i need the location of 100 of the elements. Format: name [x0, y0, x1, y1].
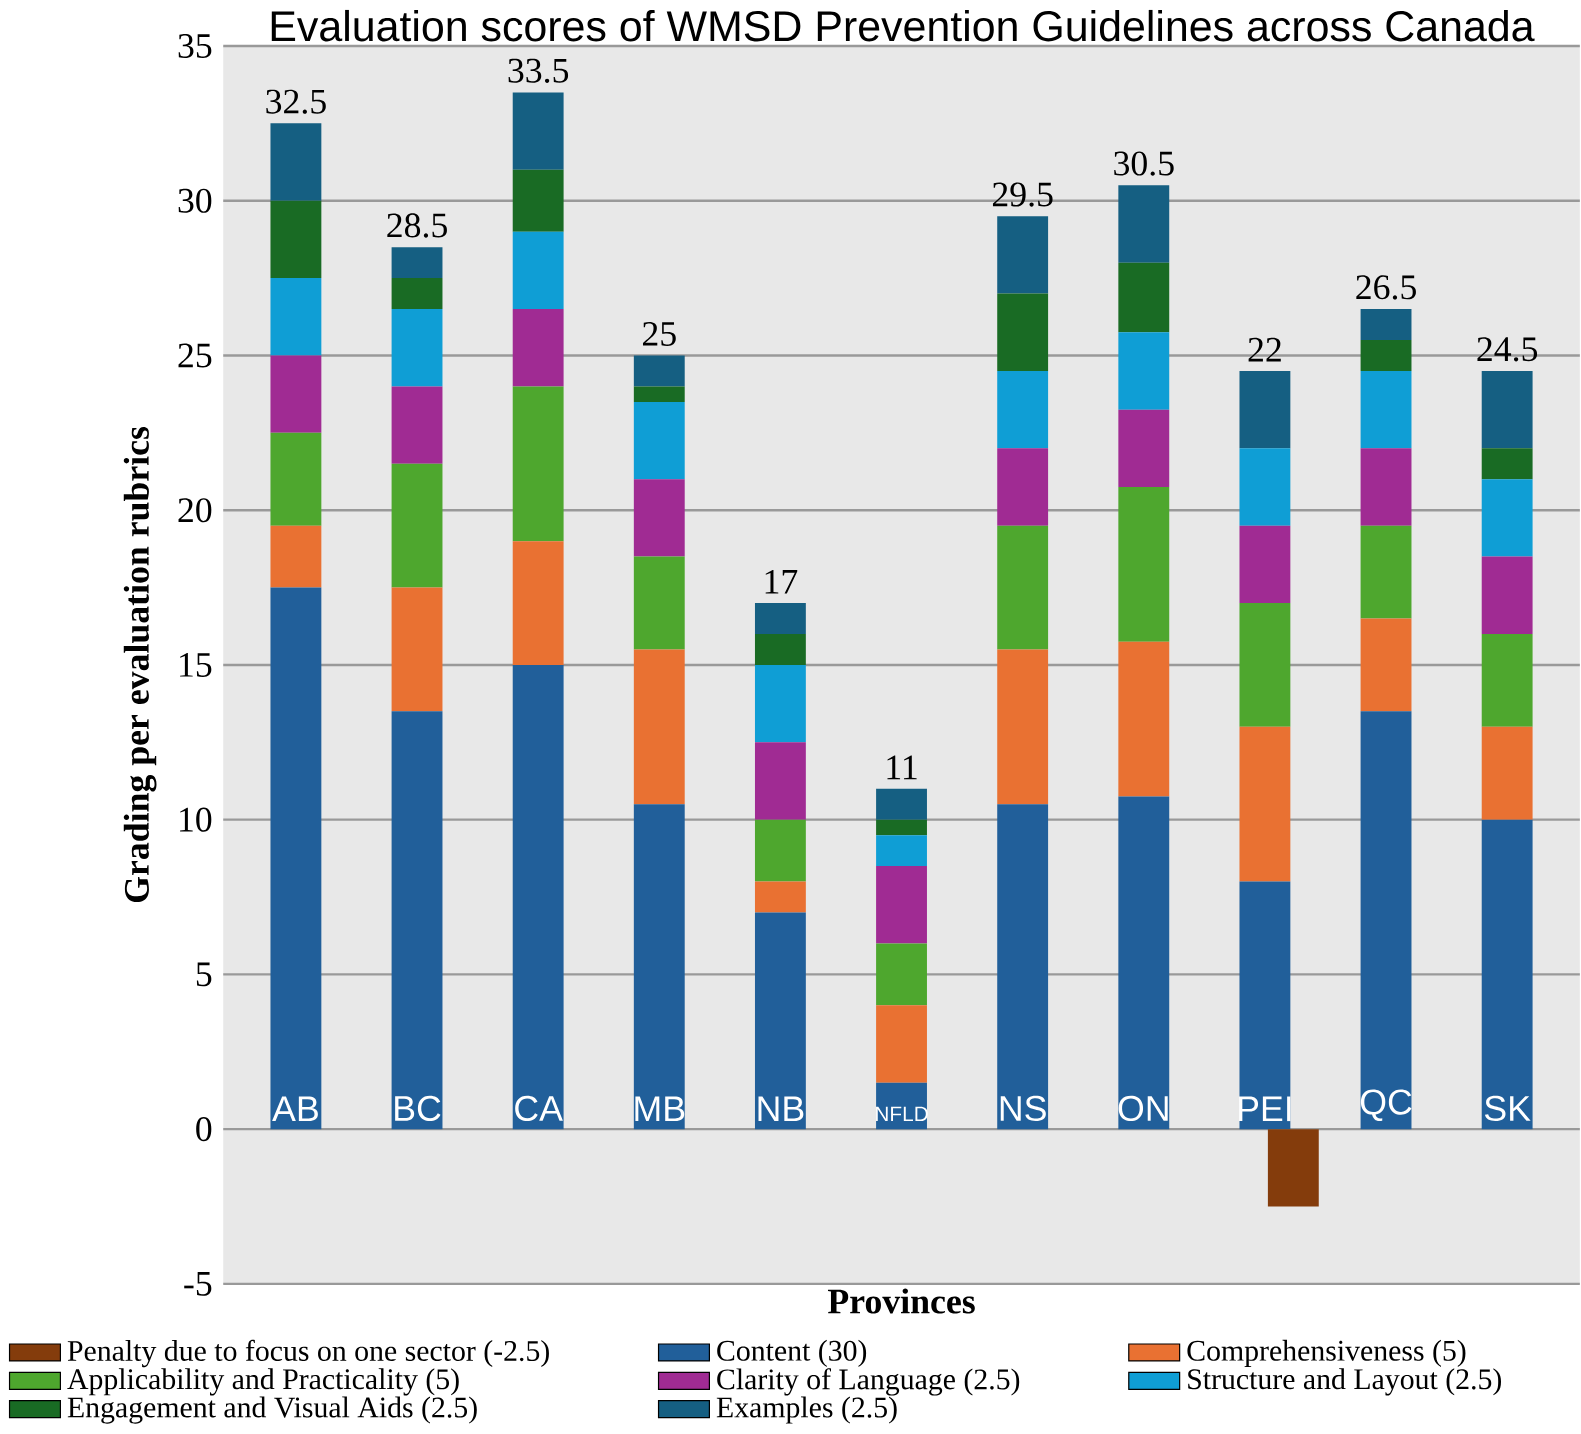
y-tick-label: -5 [184, 1272, 212, 1296]
bar [1118, 332, 1170, 410]
bar [633, 355, 685, 387]
y-axis-title: Grading per evaluation rubrics [123, 427, 157, 903]
x-tick-label: MB [635, 1096, 685, 1122]
bar [1481, 371, 1533, 449]
bar [1360, 340, 1412, 372]
legend-label: Comprehensiveness (5) [1187, 1340, 1466, 1368]
bar [270, 355, 322, 434]
bar [1360, 371, 1412, 449]
bar [512, 665, 564, 1130]
bar [1118, 409, 1170, 488]
bar [997, 371, 1049, 449]
bar [633, 479, 685, 557]
bar [754, 634, 806, 666]
x-tick-label: BC [395, 1095, 441, 1122]
bar [391, 463, 443, 588]
bar [1481, 819, 1533, 1130]
bar [633, 804, 685, 1130]
bar [633, 386, 685, 403]
bar [876, 943, 927, 1006]
bar [997, 525, 1049, 650]
bar [997, 448, 1049, 526]
x-tick-label: ON [1118, 1095, 1168, 1122]
bar [270, 278, 322, 356]
y-tick-label: 35 [178, 34, 212, 59]
bar [1360, 525, 1412, 619]
bar [876, 788, 927, 820]
bar [270, 587, 322, 1130]
bar [1118, 641, 1170, 797]
bar [633, 649, 685, 805]
y-tick-label: 15 [180, 653, 212, 678]
bar [876, 835, 927, 867]
bar [1481, 556, 1533, 635]
bar [1360, 448, 1412, 526]
y-tick-label: 25 [178, 343, 212, 368]
bar [270, 200, 322, 279]
x-tick-label: NB [758, 1096, 804, 1122]
legend-label: Clarity of Language (2.5) [717, 1368, 1020, 1396]
bar [1360, 618, 1412, 712]
bar [391, 247, 443, 279]
total-label: 29.5 [992, 182, 1053, 207]
bar [633, 402, 685, 480]
bar [512, 169, 564, 232]
bar [1239, 603, 1291, 728]
x-tick-label: NS [1000, 1095, 1046, 1122]
bar [1239, 881, 1291, 1130]
bar [754, 603, 806, 635]
y-tick-label: 30 [178, 188, 212, 213]
bar [1118, 796, 1170, 1130]
y-tick-label: 5 [196, 962, 212, 987]
chart-title: Evaluation scores of WMSD Prevention Guidelines across Canada [271, 10, 1535, 42]
total-label: 11 [887, 755, 917, 780]
bar [754, 819, 806, 882]
bar [1239, 727, 1291, 882]
bar [512, 309, 564, 387]
legend-label: Penalty due to focus on one sector (-2.5) [67, 1339, 549, 1368]
bar [512, 92, 564, 170]
total-label: 26.5 [1356, 275, 1416, 300]
bar [1118, 185, 1170, 263]
bar [1481, 479, 1533, 557]
y-tick-label: 10 [180, 807, 212, 832]
bar [1239, 448, 1291, 526]
bar [391, 278, 443, 310]
bar [1239, 525, 1291, 604]
total-label: 32.5 [266, 89, 326, 115]
bar [1481, 634, 1533, 728]
total-label: 25 [642, 322, 676, 347]
x-tick-label: QC [1360, 1089, 1412, 1122]
x-tick-label: AB [272, 1096, 318, 1122]
bar [633, 556, 685, 650]
bar [997, 293, 1049, 372]
bar [512, 231, 564, 310]
legend-label: Content (30) [717, 1340, 867, 1368]
bar [1481, 727, 1533, 820]
bar [391, 587, 443, 712]
total-label: 33.5 [508, 58, 569, 84]
bar [1267, 1129, 1319, 1207]
bar [391, 386, 443, 464]
legend-label: Applicability and Practicality (5) [67, 1368, 459, 1396]
bar [1481, 448, 1533, 480]
bar [270, 123, 322, 201]
total-label: 28.5 [387, 213, 447, 238]
bar [754, 881, 806, 913]
y-tick-label: 0 [196, 1117, 212, 1142]
bar [876, 1005, 927, 1083]
x-axis-title: Provinces [827, 1288, 975, 1314]
bar [1118, 262, 1170, 333]
bar [1118, 487, 1170, 642]
bar [754, 742, 806, 820]
total-label: 17 [765, 570, 798, 594]
bar [1239, 371, 1291, 449]
bar [270, 525, 322, 588]
bar [997, 649, 1049, 805]
bar [1360, 309, 1412, 341]
bar [391, 309, 443, 387]
y-tick-label: 20 [178, 498, 212, 523]
bar [1360, 711, 1412, 1130]
total-label: 30.5 [1114, 151, 1174, 176]
x-tick-label: CA [515, 1095, 563, 1122]
